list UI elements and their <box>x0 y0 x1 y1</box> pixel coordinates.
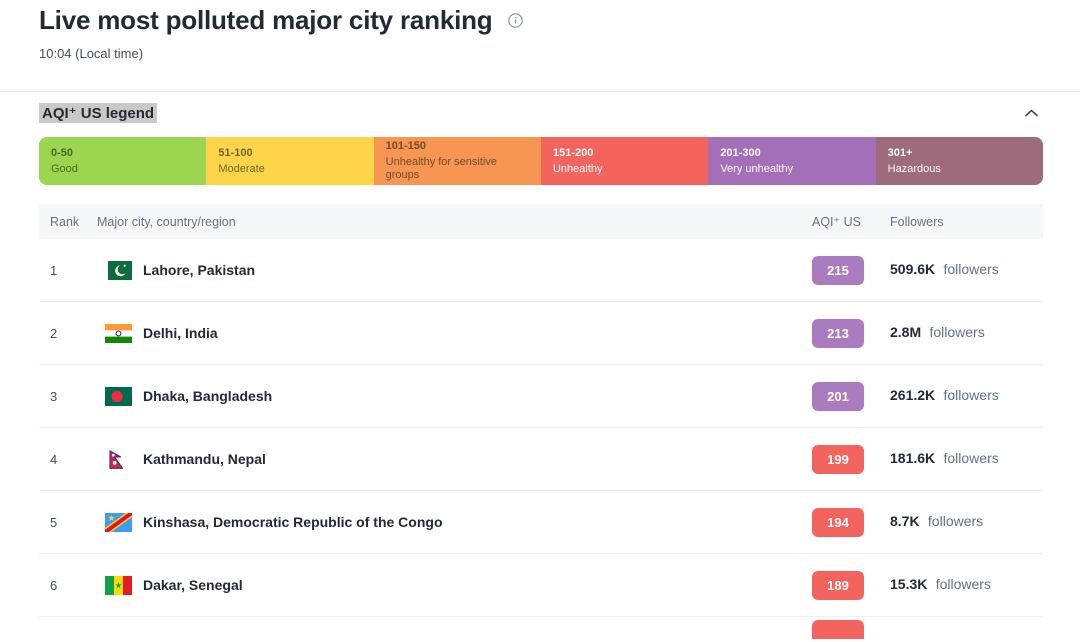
ranking-table: Rank Major city, country/region AQI⁺ US … <box>39 204 1043 639</box>
city-link[interactable]: Delhi, India <box>143 325 218 341</box>
followers-label: followers <box>929 324 985 340</box>
table-body: 1 Lahore, Pakistan 215 509.6K followers … <box>39 239 1043 617</box>
table-row[interactable]: 2 Delhi, India 213 2.8M followers <box>39 302 1043 365</box>
aqi-badge: 189 <box>812 570 864 600</box>
table-row[interactable]: 5 Kinshasa, Democratic Republic of the C… <box>39 491 1043 554</box>
page-header: Live most polluted major city ranking 10… <box>39 4 1043 61</box>
page: Live most polluted major city ranking 10… <box>0 4 1080 639</box>
aqi-badge: 201 <box>812 381 864 411</box>
table-row[interactable]: 3 Dhaka, Bangladesh 201 261.2K followers <box>39 365 1043 428</box>
flag-india-icon <box>105 323 132 343</box>
rank-cell: 5 <box>50 514 58 530</box>
followers-count: 15.3K <box>890 576 932 592</box>
legend-title: AQI⁺ US legend <box>39 103 158 123</box>
city-link[interactable]: Kinshasa, Democratic Republic of the Con… <box>143 514 443 530</box>
rank-cell: 3 <box>50 388 58 404</box>
table-header-row: Rank Major city, country/region AQI⁺ US … <box>39 204 1043 239</box>
followers-count: 509.6K <box>890 261 940 277</box>
info-circle-icon[interactable] <box>508 12 524 28</box>
followers-count: 2.8M <box>890 324 926 340</box>
followers-label: followers <box>943 450 999 466</box>
table-row[interactable]: 4 Kathmandu, Nepal 199 181.6K followers <box>39 428 1043 491</box>
chevron-up-icon[interactable] <box>1024 108 1039 118</box>
aqi-badge: 213 <box>812 318 864 348</box>
rank-cell: 1 <box>50 262 58 278</box>
city-link[interactable]: Dakar, Senegal <box>143 577 243 593</box>
table-row[interactable]: 1 Lahore, Pakistan 215 509.6K followers <box>39 239 1043 302</box>
followers-label: followers <box>943 261 999 277</box>
city-link[interactable]: Lahore, Pakistan <box>143 262 256 278</box>
legend-segment: 0-50 Good <box>39 137 207 185</box>
aqi-badge: 199 <box>812 444 864 474</box>
followers-count: 8.7K <box>890 513 924 529</box>
column-header-followers: Followers <box>890 214 944 229</box>
flag-nepal-icon <box>105 449 132 469</box>
city-link[interactable]: Dhaka, Bangladesh <box>143 388 273 404</box>
legend-segment: 51-100 Moderate <box>206 137 374 185</box>
aqi-legend-section: AQI⁺ US legend 0-50 Good 51-100 Moderate 101… <box>39 101 1043 185</box>
rank-cell: 2 <box>50 325 58 341</box>
legend-segment: 301+ Hazardous <box>875 137 1043 185</box>
legend-header[interactable]: AQI⁺ US legend <box>39 101 1043 125</box>
legend-segment: 201-300 Very unhealthy <box>708 137 876 185</box>
page-title: Live most polluted major city ranking <box>39 5 493 35</box>
flag-senegal-icon <box>105 575 132 595</box>
followers-count: 261.2K <box>890 387 940 403</box>
local-time: 10:04 (Local time) <box>39 46 144 61</box>
column-header-city: Major city, country/region <box>97 214 236 229</box>
table-row[interactable]: 6 Dakar, Senegal 189 15.3K followers <box>39 554 1043 617</box>
aqi-badge: 215 <box>812 255 864 285</box>
flag-pakistan-icon <box>105 260 132 280</box>
followers-count: 181.6K <box>890 450 940 466</box>
flag-bangladesh-icon <box>105 386 132 406</box>
legend-bar: 0-50 Good 51-100 Moderate 101-150 Unhealthy f… <box>39 137 1043 185</box>
followers-label: followers <box>935 576 991 592</box>
table-row-partial <box>39 617 1043 639</box>
column-header-rank: Rank <box>50 214 80 229</box>
city-link[interactable]: Kathmandu, Nepal <box>143 451 266 467</box>
aqi-badge: 194 <box>812 507 864 537</box>
rank-cell: 4 <box>50 451 58 467</box>
flag-congo-icon <box>105 512 132 532</box>
column-header-aqi: AQI⁺ US <box>812 215 861 229</box>
legend-segment: 101-150 Unhealthy for sensitive groups <box>373 137 541 185</box>
section-divider <box>0 91 1080 92</box>
legend-segment: 151-200 Unhealthy <box>540 137 709 185</box>
aqi-badge-partial <box>812 619 864 639</box>
followers-label: followers <box>943 387 999 403</box>
followers-label: followers <box>927 513 984 529</box>
rank-cell: 6 <box>50 577 58 593</box>
